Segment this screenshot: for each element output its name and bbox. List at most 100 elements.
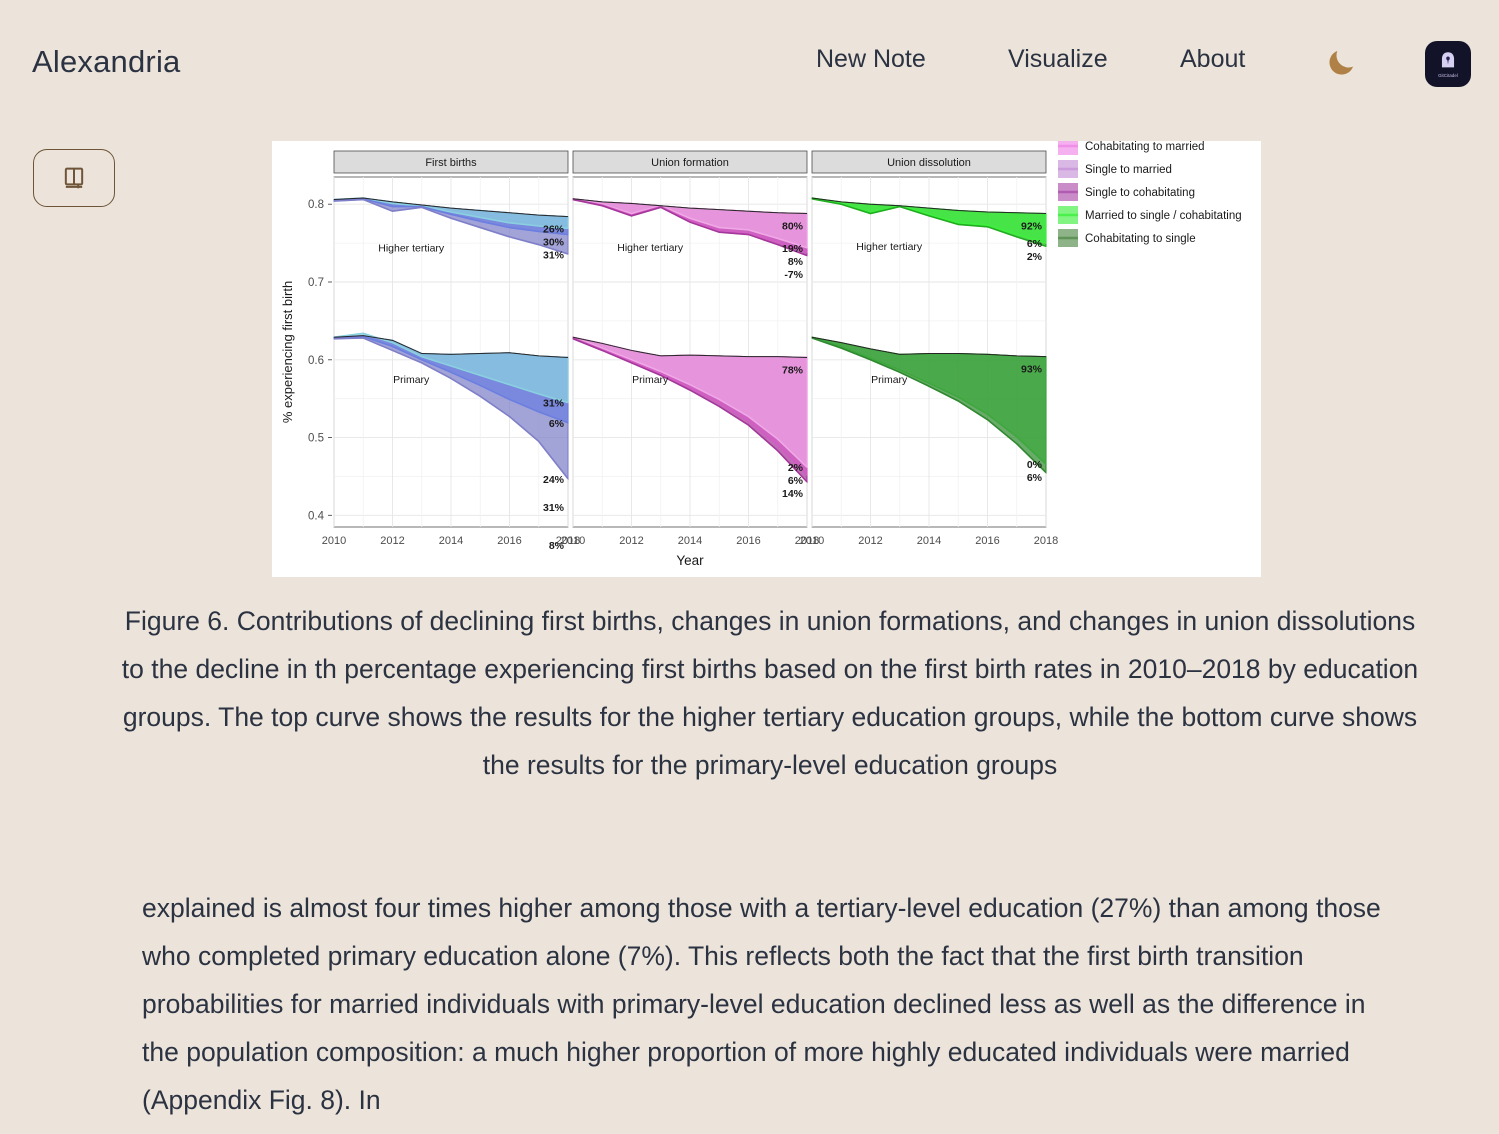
group-label: Primary [393, 374, 430, 386]
group-label: Higher tertiary [378, 243, 445, 255]
series-line-band-lower [572, 338, 808, 483]
y-tick-label: 0.7 [308, 277, 324, 289]
group-label: Higher tertiary [856, 241, 923, 253]
band-end-label: 2% [788, 462, 804, 474]
avatar[interactable]: GitCitadel [1425, 41, 1471, 87]
brand-title[interactable]: Alexandria [32, 44, 181, 79]
x-tick-label: 2012 [619, 535, 643, 547]
band-end-label: 30% [543, 236, 565, 248]
gitcitadel-shield-icon [1441, 52, 1455, 68]
group-label: Primary [632, 374, 669, 386]
series-line-band-lower [572, 198, 808, 257]
nav-link-about[interactable]: About [1180, 45, 1246, 73]
x-tick-label: 2016 [736, 535, 760, 547]
article-paragraph: explained is almost four times higher am… [142, 893, 1381, 1115]
panel-title: Union formation [651, 157, 729, 169]
band-end-label: 14% [782, 488, 804, 500]
legend-swatch [1058, 141, 1078, 155]
avatar-label: GitCitadel [1438, 73, 1458, 78]
y-tick-label: 0.6 [308, 355, 324, 367]
y-tick-label: 0.4 [308, 510, 325, 522]
x-axis-label: Year [676, 553, 704, 568]
band-end-label: 24% [543, 474, 565, 486]
series-line-band-mid [333, 335, 569, 424]
band-end-label: 2% [1027, 251, 1043, 263]
panel-title: First births [425, 157, 477, 169]
baseline-line [333, 197, 569, 218]
baseline-line [811, 336, 1047, 358]
series-line-band-lower [811, 197, 1047, 247]
x-tick-label: 2014 [917, 535, 941, 547]
y-tick-label: 0.8 [308, 199, 324, 211]
baseline-end-label: 92% [1021, 221, 1043, 233]
band-end-label: 31% [543, 249, 565, 261]
x-tick-label: 2010 [322, 535, 346, 547]
book-icon [64, 167, 84, 189]
figure-image: First births Higher tertiary 26% 30% 31% Prim… [272, 141, 1261, 577]
series-line-band-upper [572, 197, 808, 249]
figure-caption: Figure 6. Contributions of declining fir… [121, 606, 1419, 780]
legend-label: Cohabitating to single [1085, 233, 1196, 245]
band-extra-label: 31% [543, 502, 565, 514]
y-axis-label: % experiencing first birth [280, 281, 295, 423]
baseline-line [333, 335, 569, 358]
series-line-band-upper [811, 336, 1047, 465]
legend-label: Cohabitating to married [1085, 141, 1205, 153]
x-tick-label: 2018 [556, 535, 580, 547]
series-line-band-mid [333, 197, 569, 236]
baseline-line [572, 198, 808, 215]
y-tick-label: 0.5 [308, 433, 324, 445]
x-tick-label: 2010 [561, 535, 585, 547]
series-line-band-mid [572, 337, 808, 476]
band-end-label: 6% [1027, 472, 1043, 484]
legend-label: Single to cohabitating [1085, 187, 1195, 199]
baseline-end-label: 93% [1021, 364, 1043, 376]
band-end-label: 0% [1027, 459, 1043, 471]
y-axis: 0.4 0.5 0.6 0.7 0.8 % experiencing first birt… [280, 199, 332, 522]
x-tick-label: 2014 [678, 535, 702, 547]
nav-link-visualize[interactable]: Visualize [1008, 45, 1108, 73]
group-label: Higher tertiary [617, 242, 684, 254]
series-line-band-upper [333, 332, 569, 404]
band-end-label: 19% [782, 243, 804, 255]
group-label: Primary [871, 374, 908, 386]
baseline-end-label: 80% [782, 221, 804, 233]
x-tick-label: 2014 [439, 535, 463, 547]
chart-panel-2: Union formation Higher tertiary 80% 19%8%-7… [561, 150, 819, 547]
series-line-band-upper [572, 336, 808, 468]
x-tick-label: 2012 [858, 535, 882, 547]
nav-link-new-note[interactable]: New Note [816, 45, 926, 73]
x-tick-label: 2018 [1034, 535, 1058, 547]
x-tick-label: 2016 [975, 535, 999, 547]
library-toggle-button[interactable] [33, 149, 115, 207]
x-tick-label: 2010 [800, 535, 824, 547]
baseline-end-label: 78% [782, 364, 804, 376]
panel-title: Union dissolution [887, 157, 971, 169]
band-end-label: 6% [549, 418, 565, 430]
x-tick-label: 2012 [380, 535, 404, 547]
series-line-band-lower [333, 337, 569, 480]
series-line-band-upper [333, 197, 569, 230]
band-end-label: 31% [543, 398, 565, 410]
panel-strip-background [333, 150, 569, 174]
panel-strip-background [811, 150, 1047, 174]
moon-icon[interactable] [1322, 44, 1360, 82]
band-end-label: 6% [1027, 238, 1043, 250]
legend-label: Single to married [1085, 164, 1172, 176]
series-line-band-lower [333, 198, 569, 255]
x-tick-label: 2018 [795, 535, 819, 547]
band-end-label: 6% [788, 475, 804, 487]
band-end-label: 8% [788, 256, 804, 268]
legend-label: Married to single / cohabitating [1085, 210, 1242, 222]
band-end-label: 26% [543, 223, 565, 235]
series-line-band-lower [811, 337, 1047, 474]
x-tick-label: 2016 [497, 535, 521, 547]
baseline-line [572, 336, 808, 358]
chart-legend: Cohabitating to married Single to married… [1058, 141, 1242, 247]
panel-strip-background [572, 150, 808, 174]
site-header: Alexandria New Note Visualize About GitC… [0, 0, 1499, 120]
